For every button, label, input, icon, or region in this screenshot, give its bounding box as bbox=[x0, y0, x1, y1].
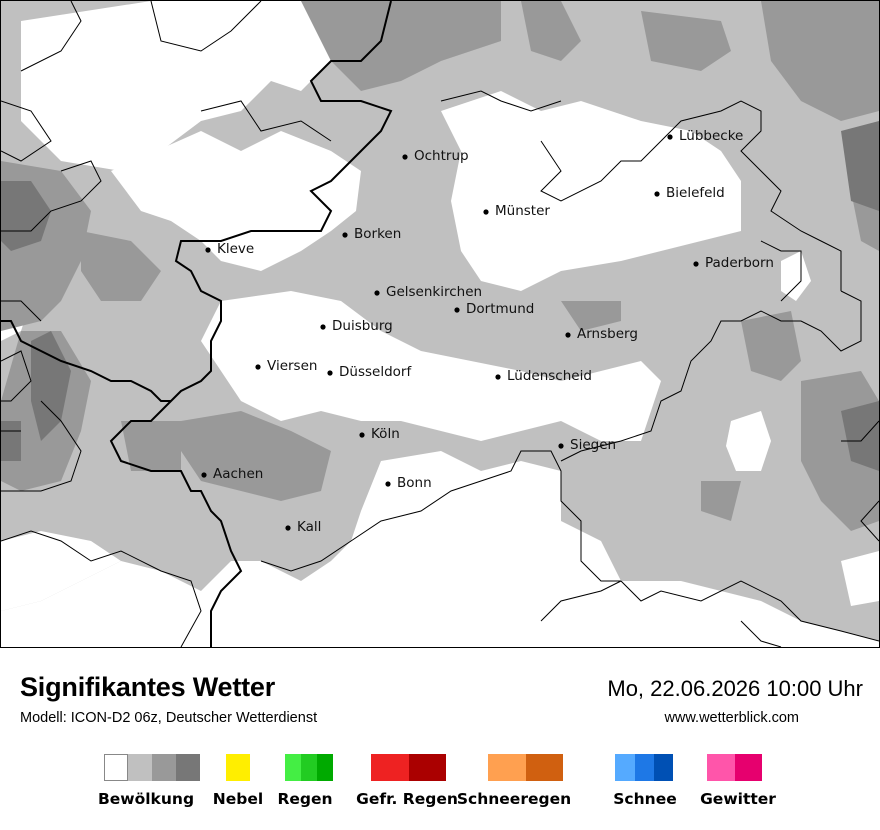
legend-swatch bbox=[226, 754, 250, 781]
legend-swatch bbox=[285, 754, 301, 781]
city-marker-luedenscheid[interactable]: Lüdenscheid bbox=[495, 368, 592, 384]
legend-swatch bbox=[409, 754, 446, 781]
city-label: Lüdenscheid bbox=[507, 368, 592, 384]
city-marker-bielefeld[interactable]: Bielefeld bbox=[654, 185, 725, 201]
legend-swatch bbox=[735, 754, 762, 781]
legend-regen: Regen bbox=[277, 754, 333, 808]
city-label: Borken bbox=[354, 226, 401, 242]
model-source: Modell: ICON-D2 06z, Deutscher Wetterdie… bbox=[20, 710, 318, 726]
legend-swatch bbox=[301, 754, 317, 781]
legend-gefr-regen: Gefr. Regen bbox=[356, 754, 458, 808]
national-border bbox=[1, 1, 393, 647]
legend-swatches bbox=[371, 754, 446, 781]
legend-swatch bbox=[707, 754, 735, 781]
city-marker-borken[interactable]: Borken bbox=[342, 226, 401, 242]
legend-swatch bbox=[654, 754, 673, 781]
city-label: Köln bbox=[371, 426, 400, 442]
legend-label: Bewölkung bbox=[97, 790, 195, 808]
city-marker-paderborn[interactable]: Paderborn bbox=[693, 255, 774, 271]
city-marker-luebbecke[interactable]: Lübbecke bbox=[667, 128, 743, 144]
city-label: Duisburg bbox=[332, 318, 393, 334]
legend-swatches bbox=[707, 754, 762, 781]
city-marker-arnsberg[interactable]: Arnsberg bbox=[565, 326, 638, 342]
city-label: Paderborn bbox=[705, 255, 774, 271]
legend-schneeregen: Schneeregen bbox=[457, 754, 571, 808]
forecast-datetime: Mo, 22.06.2026 10:00 Uhr bbox=[607, 676, 863, 701]
city-marker-viersen[interactable]: Viersen bbox=[255, 358, 317, 374]
city-marker-koeln[interactable]: Köln bbox=[359, 426, 400, 442]
city-label: Münster bbox=[495, 203, 550, 219]
legend-swatch bbox=[488, 754, 526, 781]
city-marker-duesseldorf[interactable]: Düsseldorf bbox=[327, 364, 412, 380]
city-marker-siegen[interactable]: Siegen bbox=[558, 437, 616, 453]
city-markers: Lübbecke Ochtrup Bielefeld Münster Borke… bbox=[201, 128, 774, 535]
legend-bewoelkung: Bewölkung bbox=[98, 754, 200, 808]
legend-label: Nebel bbox=[212, 790, 264, 808]
legend-label: Schnee bbox=[613, 790, 677, 808]
legend-swatch bbox=[371, 754, 409, 781]
legend-swatch bbox=[152, 754, 176, 781]
legend-swatch bbox=[526, 754, 563, 781]
city-marker-muenster[interactable]: Münster bbox=[483, 203, 550, 219]
city-marker-gelsenkirchen[interactable]: Gelsenkirchen bbox=[374, 284, 482, 300]
legend-swatches bbox=[285, 754, 333, 781]
map-footer: Signifikantes Wetter Modell: ICON-D2 06z… bbox=[0, 648, 880, 830]
city-label: Bielefeld bbox=[666, 185, 725, 201]
border-lines bbox=[1, 1, 879, 647]
legend-swatches bbox=[488, 754, 563, 781]
legend-swatch bbox=[635, 754, 654, 781]
legend-label: Gewitter bbox=[700, 790, 776, 808]
legend-schnee: Schnee bbox=[613, 754, 677, 808]
legend-label: Schneeregen bbox=[456, 790, 572, 808]
legend: Bewölkung Nebel Regen Gefr. Regen bbox=[0, 754, 880, 814]
city-marker-aachen[interactable]: Aachen bbox=[201, 466, 263, 482]
map-canvas: Lübbecke Ochtrup Bielefeld Münster Borke… bbox=[1, 1, 879, 647]
clear-sky-areas bbox=[1, 1, 879, 647]
legend-gewitter: Gewitter bbox=[700, 754, 776, 808]
legend-swatches bbox=[226, 754, 250, 781]
city-label: Kleve bbox=[217, 241, 254, 257]
city-label: Aachen bbox=[213, 466, 263, 482]
city-marker-duisburg[interactable]: Duisburg bbox=[320, 318, 393, 334]
weather-map[interactable]: Lübbecke Ochtrup Bielefeld Münster Borke… bbox=[0, 0, 880, 648]
cloud-layer-dark bbox=[1, 121, 879, 471]
legend-swatch bbox=[176, 754, 200, 781]
map-title: Signifikantes Wetter bbox=[20, 672, 276, 702]
legend-swatch bbox=[615, 754, 635, 781]
legend-label: Gefr. Regen bbox=[356, 790, 458, 808]
legend-nebel: Nebel bbox=[213, 754, 263, 808]
city-marker-kall[interactable]: Kall bbox=[285, 519, 321, 535]
legend-swatch bbox=[128, 754, 152, 781]
city-marker-kleve[interactable]: Kleve bbox=[205, 241, 254, 257]
city-marker-bonn[interactable]: Bonn bbox=[385, 475, 432, 491]
city-label: Gelsenkirchen bbox=[386, 284, 482, 300]
legend-swatch bbox=[317, 754, 333, 781]
city-marker-ochtrup[interactable]: Ochtrup bbox=[402, 148, 469, 164]
city-marker-dortmund[interactable]: Dortmund bbox=[454, 301, 534, 317]
legend-swatches bbox=[104, 754, 200, 781]
website-link[interactable]: www.wetterblick.com bbox=[664, 710, 799, 726]
city-label: Lübbecke bbox=[679, 128, 743, 144]
city-label: Bonn bbox=[397, 475, 432, 491]
city-label: Dortmund bbox=[466, 301, 534, 317]
legend-label: Regen bbox=[277, 790, 333, 808]
city-label: Düsseldorf bbox=[339, 364, 412, 380]
city-label: Kall bbox=[297, 519, 321, 535]
legend-swatch bbox=[104, 754, 128, 781]
city-label: Siegen bbox=[570, 437, 616, 453]
city-label: Arnsberg bbox=[577, 326, 638, 342]
legend-swatches bbox=[615, 754, 673, 781]
city-label: Ochtrup bbox=[414, 148, 469, 164]
city-label: Viersen bbox=[267, 358, 317, 374]
